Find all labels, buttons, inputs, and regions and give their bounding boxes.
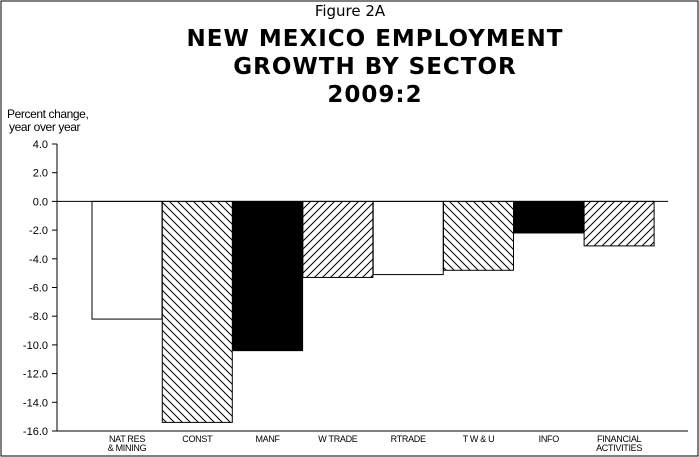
y-axis-label-line-1: Percent change, <box>7 107 88 121</box>
y-tick-label: -8.0 <box>29 311 48 323</box>
y-tick-label: -10.0 <box>23 340 48 352</box>
bar <box>161 200 233 423</box>
x-axis: NAT RES& MINING CONST MANF W TRADE RTRADE T W… <box>108 434 643 453</box>
x-category-label: CONST <box>182 434 213 444</box>
bar <box>232 200 304 352</box>
bar <box>513 200 585 234</box>
bar <box>91 200 163 320</box>
bars <box>57 200 668 423</box>
chart-title-line-1: NEW MEXICO EMPLOYMENT <box>187 26 564 52</box>
y-tick-label: -14.0 <box>23 397 48 409</box>
chart-title-line-3: 2009:2 <box>327 82 422 108</box>
x-category-label: ACTIVITIES <box>596 443 642 453</box>
chart-title-line-2: GROWTH BY SECTOR <box>233 54 517 80</box>
y-tick-label: -16.0 <box>23 426 48 438</box>
x-category-label: W TRADE <box>318 434 358 444</box>
x-category-label: INFO <box>539 434 560 444</box>
y-tick-label: -12.0 <box>23 369 48 381</box>
x-category-label: RTRADE <box>391 434 426 444</box>
bar <box>372 200 444 276</box>
y-axis-label-line-2: year over year <box>9 120 81 134</box>
x-category-label: NAT RES <box>109 434 145 444</box>
bar <box>302 200 374 278</box>
y-tick-label: -4.0 <box>29 254 48 266</box>
x-category-label: FINANCIAL <box>597 434 642 444</box>
y-tick-label: 2.0 <box>33 168 48 180</box>
bar <box>583 200 655 247</box>
y-axis: 4.0 2.0 0.0 -2.0 -4.0 -6.0 -8.0 -10.0 -12.0 -14.0… <box>23 139 688 438</box>
y-tick-label: 0.0 <box>33 196 48 208</box>
x-category-label: MANF <box>255 434 280 444</box>
figure-label: Figure 2A <box>315 2 386 20</box>
x-category-label: T W & U <box>463 434 495 444</box>
bar <box>443 200 514 271</box>
y-tick-label: -2.0 <box>29 225 48 237</box>
y-tick-label: 4.0 <box>33 139 48 151</box>
x-category-label: & MINING <box>108 443 147 453</box>
y-tick-label: -6.0 <box>29 283 48 295</box>
